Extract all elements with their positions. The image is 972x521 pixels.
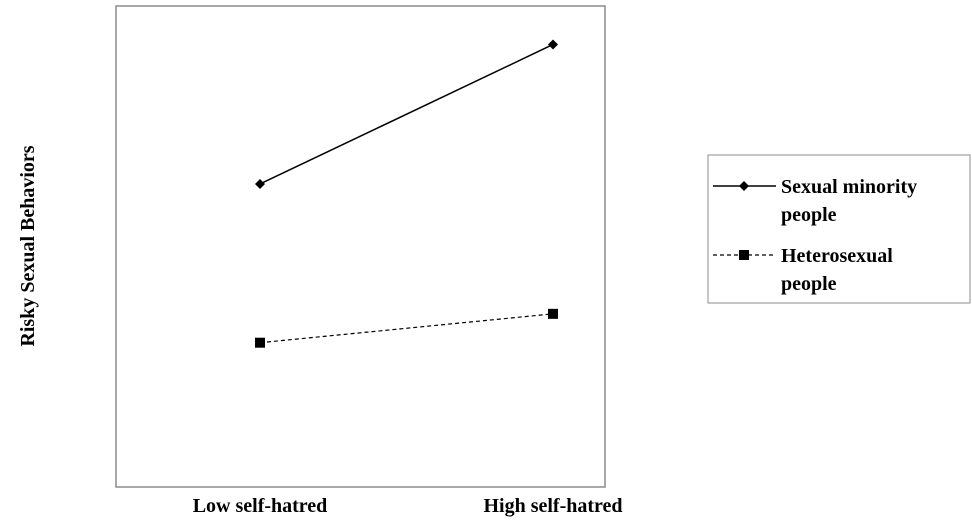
plot-area xyxy=(115,5,606,488)
series-layer xyxy=(255,39,558,348)
legend-marker-1 xyxy=(739,181,749,191)
legend-label: Sexual minority xyxy=(781,176,917,198)
series-line-2 xyxy=(259,313,554,344)
x-tick-label: High self-hatred xyxy=(483,495,622,517)
y-axis-label: Risky Sexual Behaviors xyxy=(17,145,39,346)
legend-marker-2 xyxy=(739,250,749,260)
legend-label: people xyxy=(781,204,837,226)
legend: Sexual minority people Heterosexual people xyxy=(713,176,917,295)
legend-box xyxy=(707,154,971,304)
legend-label: people xyxy=(781,273,837,295)
series-2-point-1 xyxy=(255,337,265,348)
x-tick-label: Low self-hatred xyxy=(193,495,328,517)
series-1-point-2 xyxy=(548,39,558,50)
series-line-1 xyxy=(259,43,554,185)
legend-label: Heterosexual xyxy=(781,245,893,267)
x-tick-labels: Low self-hatred High self-hatred xyxy=(193,495,623,517)
series-1-point-1 xyxy=(255,178,265,189)
series-2-point-2 xyxy=(548,308,558,319)
